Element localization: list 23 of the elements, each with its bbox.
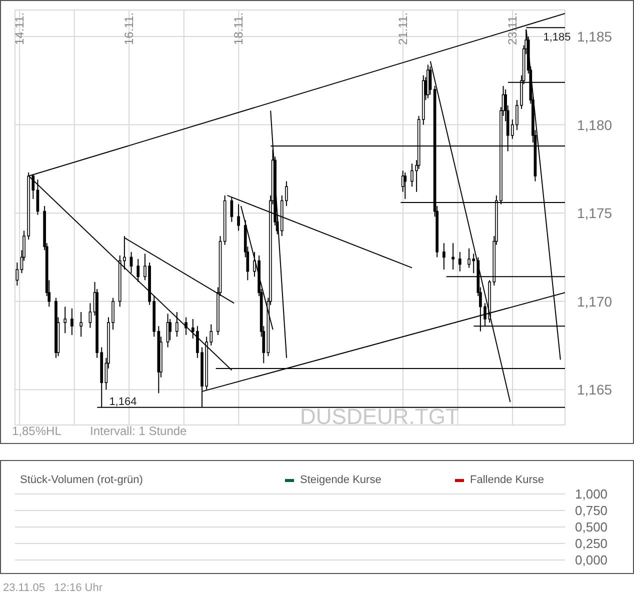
x-tick-label: 23.11. [506,12,520,45]
y-tick-label: 1,000 [575,486,608,502]
y-tick-label: 1,180 [577,116,612,133]
text: 23.11.05 12:16 Uhr [3,582,102,594]
x-tick-label: 18.11. [232,12,246,45]
annotation: 1,85%HL [12,424,62,438]
x-tick-label: 16.11. [122,12,136,45]
y-tick-label: 1,185 [577,28,612,44]
x-tick-label: 21.11. [396,12,410,45]
y-tick-label: 1,165 [577,382,612,398]
annotation: 1,185 [543,32,571,44]
annotation: 1,164 [109,396,137,408]
y-tick-label: 1,175 [577,205,612,222]
x-tick-label: 14.11. [12,12,27,45]
y-tick-label: 0,000 [575,552,608,568]
legend-label: Steigende Kurse [299,474,382,486]
annotation: Intervall: 1 Stunde [90,424,187,438]
y-tick-label: 0,250 [575,536,608,552]
legend-label: Fallende Kurse [469,474,545,486]
y-tick-label: 0,750 [575,503,608,518]
y-tick-label: 0,500 [575,520,608,535]
chart-title: Stück-Volumen (rot-grün) [20,474,143,486]
y-tick-label: 1,170 [577,293,612,310]
